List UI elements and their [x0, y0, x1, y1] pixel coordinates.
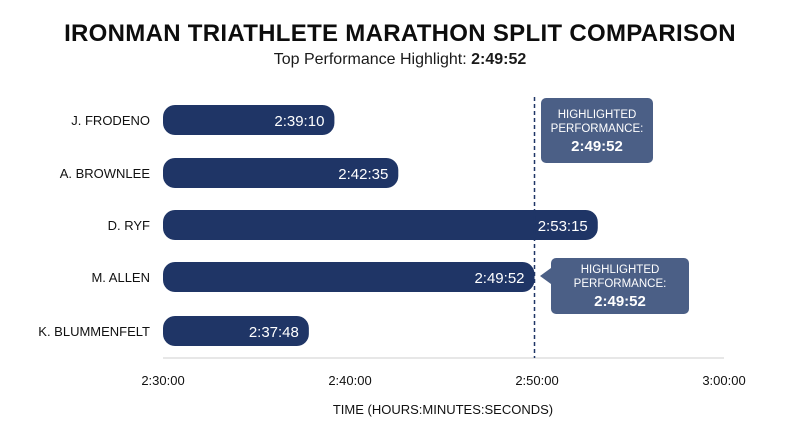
annotation-box — [541, 98, 653, 163]
category-label: J. FRODENO — [71, 113, 150, 128]
annotation-box — [551, 258, 689, 314]
bar-value-label: 2:39:10 — [274, 113, 324, 130]
bar-value-label: 2:49:52 — [474, 270, 524, 287]
bar-value-label: 2:42:35 — [338, 166, 388, 183]
bar — [163, 262, 535, 292]
category-label: K. BLUMMENFELT — [38, 324, 150, 339]
bar — [163, 158, 399, 188]
category-label: A. BROWNLEE — [60, 166, 151, 181]
bar — [163, 105, 335, 135]
x-tick-label: 3:00:00 — [702, 373, 745, 388]
bar — [163, 210, 598, 240]
subtitle-value: 2:49:52 — [471, 51, 527, 68]
subtitle-label: Top Performance Highlight: — [273, 51, 472, 68]
annotation-label-line2: PERFORMANCE: — [551, 123, 644, 135]
annotation-value: 2:49:52 — [571, 138, 623, 155]
annotation-label-line2: PERFORMANCE: — [574, 278, 667, 290]
category-label: D. RYF — [108, 218, 150, 233]
category-label: M. ALLEN — [91, 270, 150, 285]
x-axis-title: TIME (HOURS:MINUTES:SECONDS) — [333, 402, 553, 417]
annotation-label-line1: HIGHLIGHTED — [581, 264, 660, 276]
bar — [163, 316, 309, 346]
annotation-label-line1: HIGHLIGHTED — [558, 109, 637, 121]
annotation-value: 2:49:52 — [594, 293, 646, 310]
bar-value-label: 2:37:48 — [249, 324, 299, 341]
chart-subtitle: Top Performance Highlight: 2:49:52 — [0, 51, 800, 69]
annotation-pointer — [540, 268, 551, 284]
x-tick-label: 2:50:00 — [515, 373, 558, 388]
x-tick-label: 2:40:00 — [328, 373, 371, 388]
chart-title: IRONMAN TRIATHLETE MARATHON SPLIT COMPAR… — [64, 20, 736, 47]
bar-value-label: 2:53:15 — [538, 218, 588, 235]
x-tick-label: 2:30:00 — [141, 373, 184, 388]
